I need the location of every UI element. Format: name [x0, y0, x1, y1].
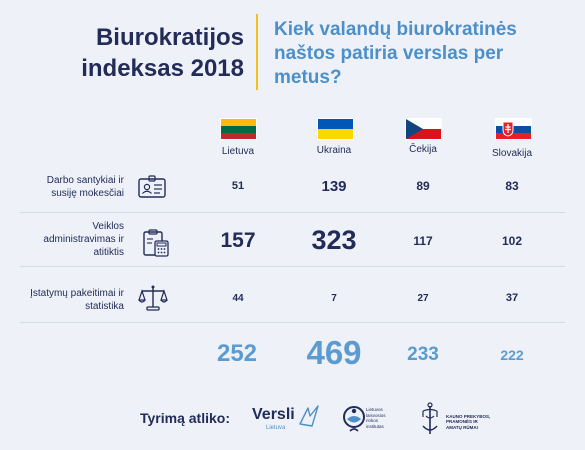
value-cell: 51	[231, 180, 245, 192]
llri-logo: Lietuvos laisvosios rinkos institutas	[343, 404, 413, 438]
row-label: Veiklos administravimas ir atitiktis	[43, 221, 124, 258]
flag-ukraine-icon	[317, 118, 354, 140]
total-value: 233	[407, 344, 439, 365]
row-label: Įstatymų pakeitimai ir statistika	[30, 288, 124, 312]
flag-lithuania-icon	[220, 118, 257, 140]
footer-label: Tyrimą atliko:	[140, 410, 230, 426]
calculator-clipboard-icon	[143, 229, 169, 257]
flag-czechia-icon	[405, 118, 442, 140]
value-cell: 27	[417, 293, 429, 304]
value-cell: 37	[505, 292, 519, 304]
page-question: Kiek valandų biurokratinės naštos patiri…	[274, 19, 517, 88]
country-name: Lietuva	[221, 146, 255, 157]
row-divider	[20, 212, 565, 213]
flag-slovakia-icon	[495, 118, 532, 140]
value-cell: 89	[416, 179, 430, 193]
value-cell: 139	[321, 178, 347, 195]
value-cell: 157	[220, 229, 256, 252]
row-divider	[20, 266, 565, 267]
value-cell: 102	[501, 234, 523, 248]
id-card-icon	[138, 175, 166, 198]
scales-icon	[138, 285, 168, 311]
total-value: 252	[216, 340, 258, 367]
versli-lietuva-logo: Versli Lietuva	[252, 404, 322, 434]
total-value: 222	[500, 347, 524, 363]
kaunas-chamber-logo: KAUNO PREKYBOS, PRAMONĖS IR AMATŲ RŪMAI	[420, 402, 510, 438]
value-cell: 117	[413, 234, 433, 248]
total-value: 469	[306, 334, 362, 371]
header-divider	[256, 14, 258, 90]
row-label: Darbo santykiai ir susiję mokesčiai	[46, 175, 124, 199]
page-title: Biurokratijos indeksas 2018	[81, 24, 244, 82]
value-cell: 323	[311, 225, 357, 255]
country-name: Ukraina	[316, 145, 352, 156]
row-divider	[20, 322, 565, 323]
country-name: Čekija	[409, 144, 437, 155]
value-cell: 44	[232, 293, 244, 304]
country-name: Slovakija	[491, 148, 533, 159]
value-cell: 7	[331, 293, 337, 304]
value-cell: 83	[505, 179, 519, 193]
